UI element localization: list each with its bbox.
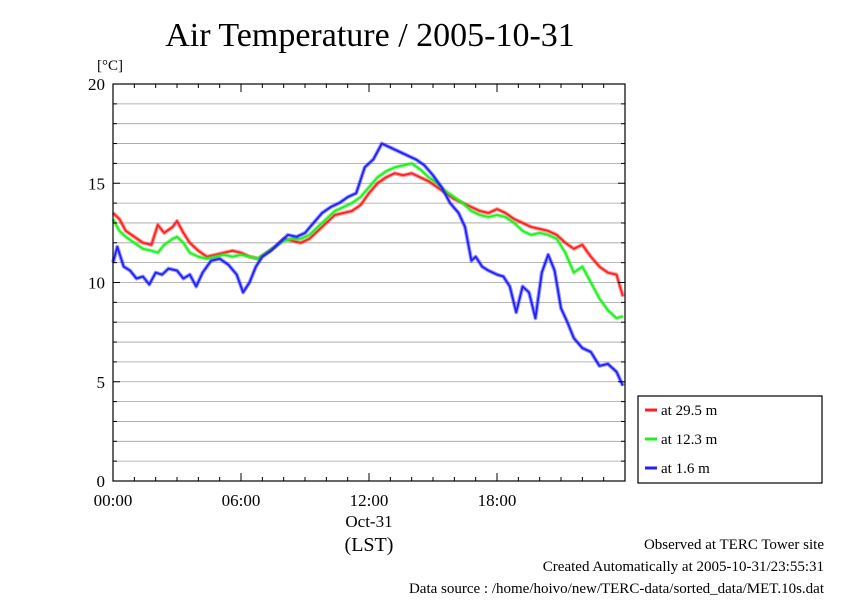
series-line-1 (112, 172, 624, 297)
x-tick-label: 18:00 (478, 491, 517, 510)
footer-created: Created Automatically at 2005-10-31/23:5… (542, 559, 824, 575)
x-tick-label: 06:00 (222, 491, 261, 510)
y-tick-label: 15 (88, 174, 105, 193)
x-tick-label: 12:00 (350, 491, 389, 510)
legend-label-3: at 1.6 m (661, 461, 710, 477)
series-line-2 (112, 162, 624, 320)
x-tick-label: 00:00 (94, 491, 133, 510)
y-tick-label: 10 (88, 274, 105, 293)
legend-label-2: at 12.3 m (661, 432, 718, 448)
footer-observed: Observed at TERC Tower site (643, 537, 824, 553)
y-tick-labels: 0 5 10 15 20 (88, 75, 105, 491)
footer-source: Data source : /home/hoivo/new/TERC-data/… (408, 581, 824, 597)
y-axis-unit-label: [°C] (97, 58, 123, 74)
plot-area (111, 83, 626, 482)
legend-label-1: at 29.5 m (661, 403, 718, 419)
y-tick-label: 0 (97, 472, 106, 491)
axis-ticks (112, 83, 626, 482)
y-tick-label: 5 (97, 373, 106, 392)
series-line-3 (112, 142, 624, 387)
series-lines (111, 141, 625, 387)
x-axis-date-label: Oct-31 (345, 512, 392, 531)
x-tick-labels: 00:00 06:00 12:00 18:00 (94, 491, 517, 510)
legend: at 29.5 m at 12.3 m at 1.6 m (637, 395, 823, 484)
chart-title: Air Temperature / 2005-10-31 (165, 17, 575, 54)
x-axis-timezone-label: (LST) (345, 534, 394, 556)
y-tick-label: 20 (88, 75, 105, 94)
legend-box (637, 395, 823, 484)
